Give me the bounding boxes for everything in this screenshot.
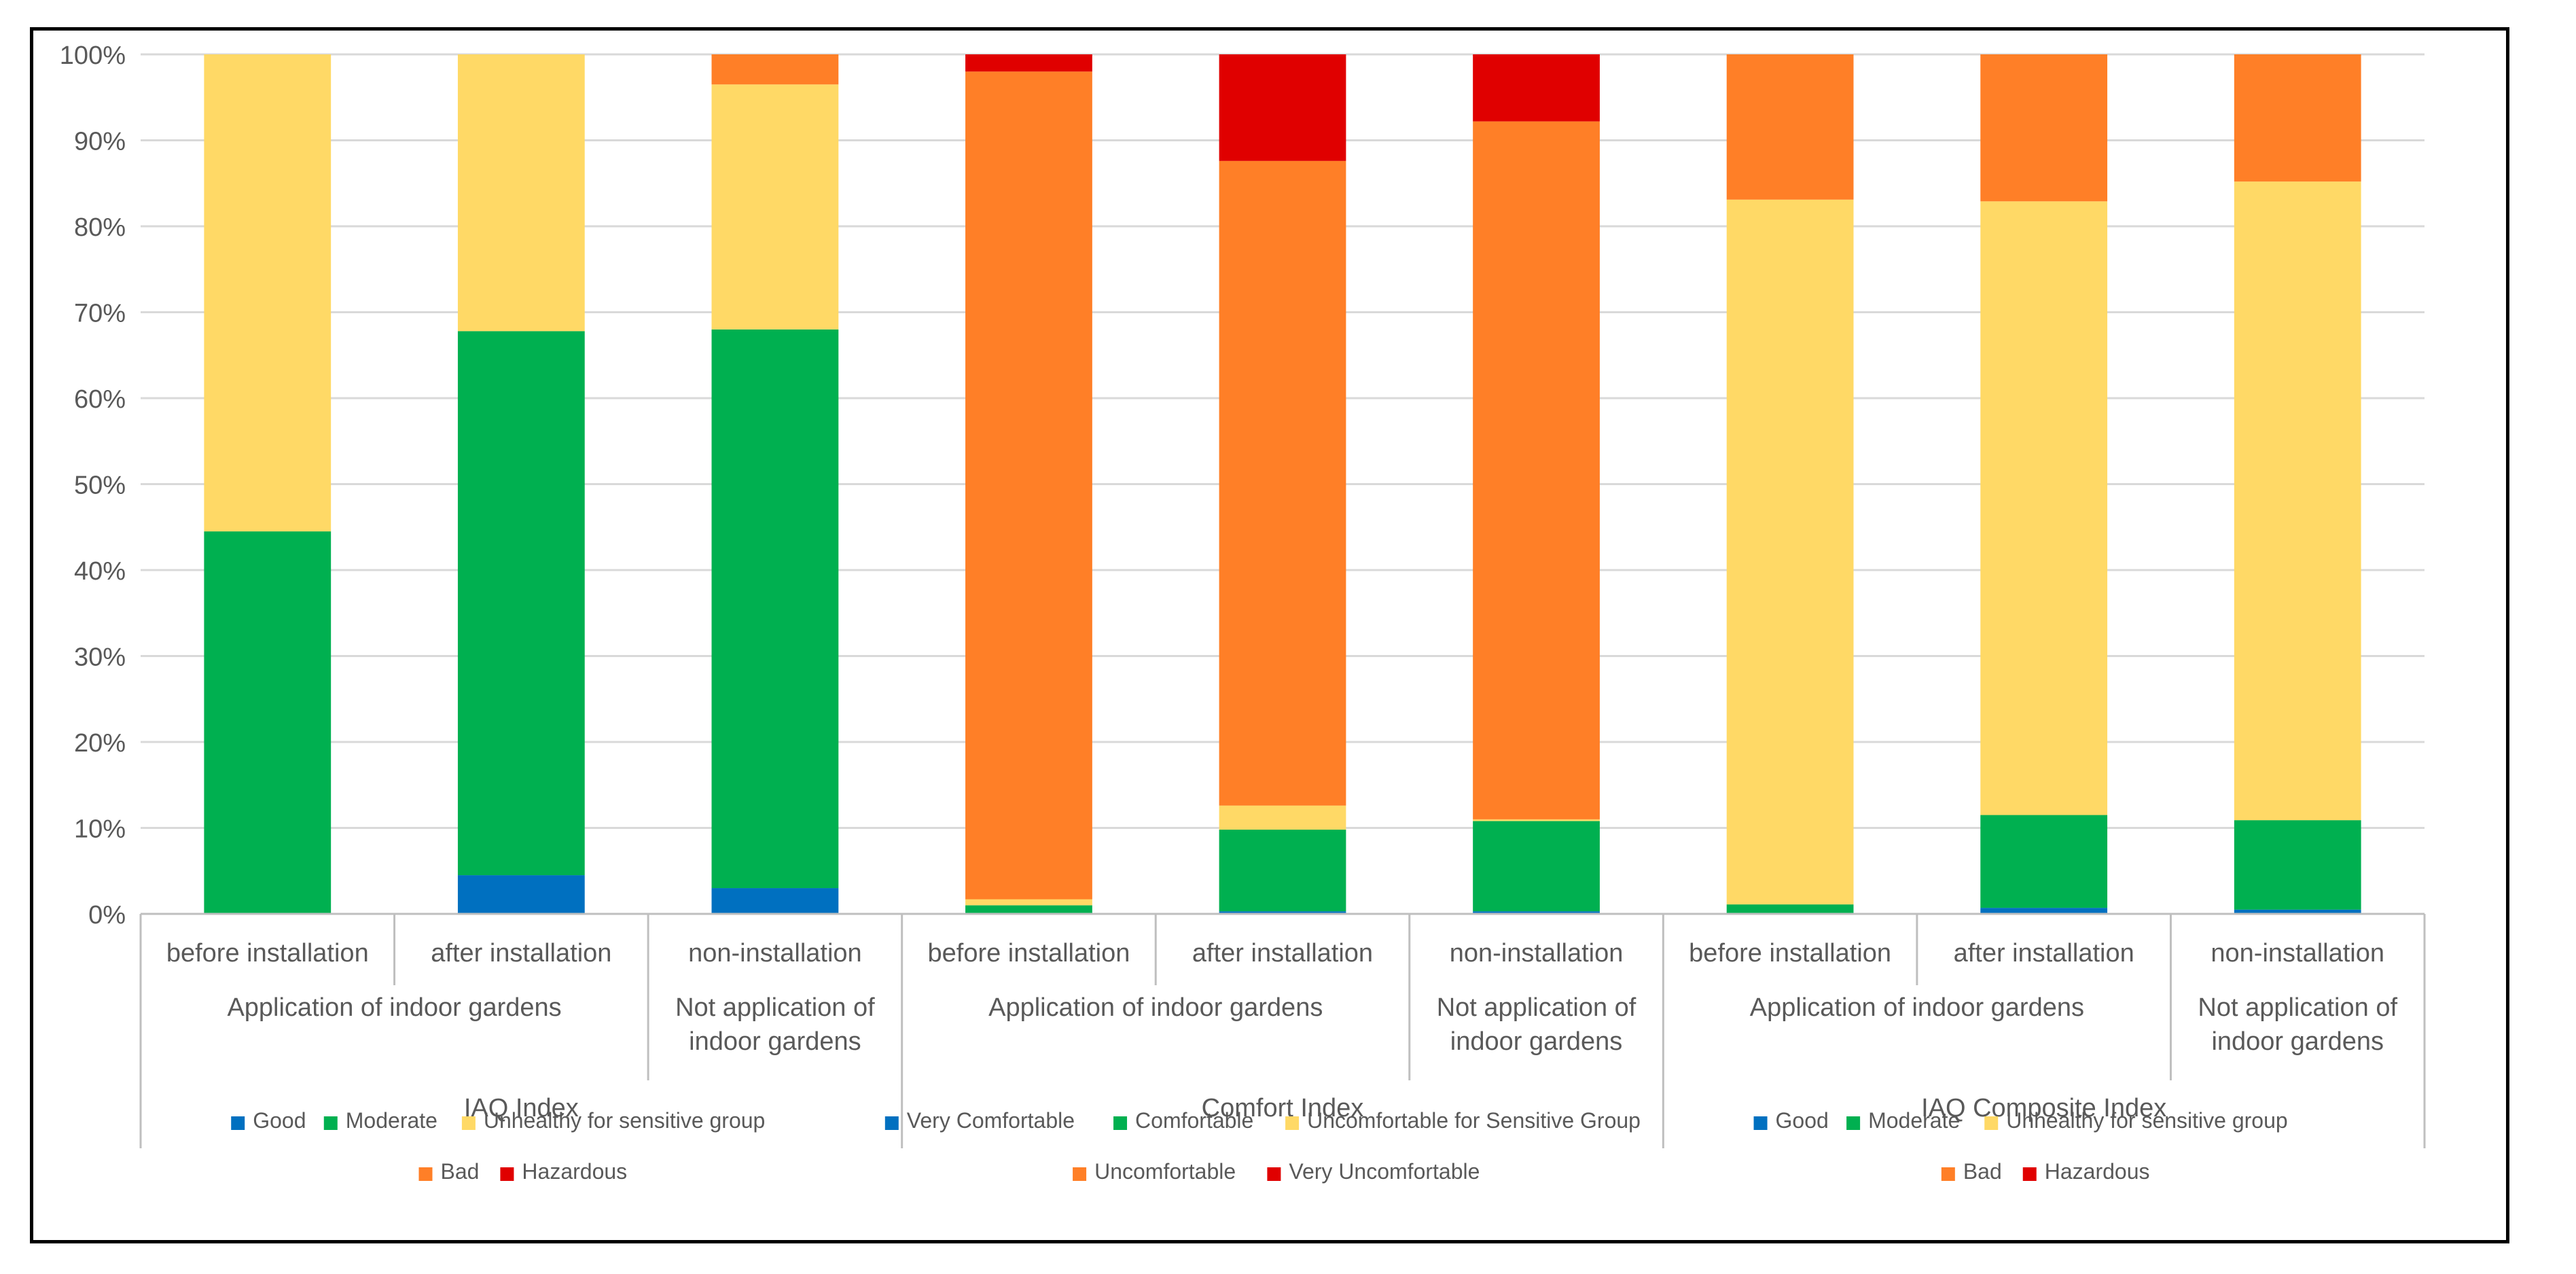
y-tick-label: 60% <box>74 385 126 414</box>
legend-label: Very Comfortable <box>907 1108 1075 1133</box>
subgroup-label: indoor gardens <box>689 1027 861 1056</box>
bar-segment <box>965 54 1092 72</box>
legend-label: Unhealthy for sensitive group <box>484 1108 765 1133</box>
bar-segment <box>204 54 332 532</box>
bar-segment <box>2234 909 2361 914</box>
group-label: IAQ Composite Index <box>1921 1094 2166 1122</box>
y-tick-label: 70% <box>74 300 126 328</box>
legend-swatch <box>461 1116 476 1130</box>
subgroup-label: indoor gardens <box>2211 1027 2384 1056</box>
bar-segment <box>965 905 1092 914</box>
legend-swatch <box>500 1167 514 1181</box>
bar-segment <box>711 54 839 85</box>
bar-segment <box>965 899 1092 906</box>
legend-swatch <box>1285 1116 1300 1130</box>
legend-label: Good <box>253 1108 306 1133</box>
bar-segment <box>711 84 839 330</box>
category-label: before installation <box>1689 939 1891 968</box>
legend-label: Very Uncomfortable <box>1289 1159 1480 1184</box>
bar-segment <box>2234 181 2361 821</box>
subgroup-label: Application of indoor gardens <box>1750 993 2084 1022</box>
legend-swatch <box>884 1116 899 1130</box>
bar-segment <box>204 531 332 914</box>
chart-frame: 0% 10% 20% 30% 40% 50% 60% 70% 80% 90% 100% before … <box>30 27 2509 1243</box>
legend-label: Uncomfortable <box>1094 1159 1236 1184</box>
category-label: after installation <box>1192 939 1373 968</box>
bar-segment <box>2234 820 2361 910</box>
bar-segment <box>1980 908 2108 914</box>
subgroup-label: Application of indoor gardens <box>227 993 561 1022</box>
y-tick-label: 90% <box>74 128 126 156</box>
subgroup-label: Not application of <box>1437 993 1636 1022</box>
bar-segment <box>1219 830 1346 912</box>
category-label: after installation <box>1954 939 2134 968</box>
subgroup-label: Not application of <box>675 993 875 1022</box>
legend-swatch <box>418 1167 433 1181</box>
bar-segment <box>1219 805 1346 830</box>
bar-segment <box>2234 54 2361 182</box>
legend-swatch <box>1846 1116 1861 1130</box>
category-label: after installation <box>431 939 611 968</box>
legend-swatch <box>1941 1167 1955 1181</box>
legend-label: Unhealthy for sensitive group <box>2006 1108 2287 1133</box>
legend-label: Moderate <box>1868 1108 1960 1133</box>
y-tick-label: 10% <box>74 815 126 844</box>
bar-segment <box>457 331 585 876</box>
bar-segment <box>711 888 839 914</box>
legend-label: Moderate <box>346 1108 437 1133</box>
group-label: Comfort Index <box>1202 1094 1364 1122</box>
legend-label: Comfortable <box>1135 1108 1253 1133</box>
subgroup-label: Application of indoor gardens <box>988 993 1323 1022</box>
bar-segment <box>1980 201 2108 815</box>
bar-segment <box>1219 160 1346 806</box>
y-tick-label: 30% <box>74 643 126 672</box>
legend-label: Hazardous <box>522 1159 627 1184</box>
bar-segment <box>457 875 585 914</box>
y-tick-label: 50% <box>74 472 126 500</box>
bar-segment <box>965 71 1092 900</box>
bar-segment <box>1980 815 2108 908</box>
legend-swatch <box>2022 1167 2037 1181</box>
legend-swatch <box>1073 1167 1087 1181</box>
y-tick-label: 40% <box>74 557 126 586</box>
bar-segment <box>1473 54 1600 122</box>
y-tick-label: 20% <box>74 729 126 758</box>
stacked-bar-chart: 0% 10% 20% 30% 40% 50% 60% 70% 80% 90% 100% before … <box>60 41 2426 1184</box>
legend-label: Bad <box>1963 1159 2002 1184</box>
legend-swatch <box>1113 1116 1128 1130</box>
subgroup-label: indoor gardens <box>1450 1027 1623 1056</box>
legend-swatch <box>1753 1116 1768 1130</box>
subgroup-label: Not application of <box>2198 993 2397 1022</box>
legend-swatch <box>1984 1116 1999 1130</box>
bar-segment <box>1473 121 1600 819</box>
category-label: before installation <box>166 939 369 968</box>
bar-segment <box>1726 904 1854 914</box>
bar-segment <box>1219 54 1346 161</box>
legend-label: Hazardous <box>2045 1159 2150 1184</box>
y-tick-label: 100% <box>60 41 126 70</box>
legend-label: Good <box>1776 1108 1829 1133</box>
bar-segment <box>1473 819 1600 821</box>
bar-segment <box>1726 54 1854 200</box>
bar-segment <box>457 54 585 332</box>
legend-swatch <box>231 1116 245 1130</box>
bar-segment <box>1473 911 1600 914</box>
bar-segment <box>711 329 839 889</box>
category-label: non-installation <box>2211 939 2384 968</box>
category-label: non-installation <box>688 939 862 968</box>
bar-segment <box>1980 54 2108 202</box>
group-label: IAQ Index <box>464 1094 579 1122</box>
y-tick-label: 80% <box>74 213 126 242</box>
legend-swatch <box>1267 1167 1281 1181</box>
category-label: non-installation <box>1450 939 1624 968</box>
bar-segment <box>1726 199 1854 905</box>
y-tick-label: 0% <box>88 901 126 930</box>
bar-segment <box>1473 821 1600 912</box>
legend-label: Uncomfortable for Sensitive Group <box>1307 1108 1641 1133</box>
legend-swatch <box>323 1116 338 1130</box>
category-label: before installation <box>928 939 1130 968</box>
bar-segment <box>1219 911 1346 914</box>
legend-label: Bad <box>440 1159 479 1184</box>
